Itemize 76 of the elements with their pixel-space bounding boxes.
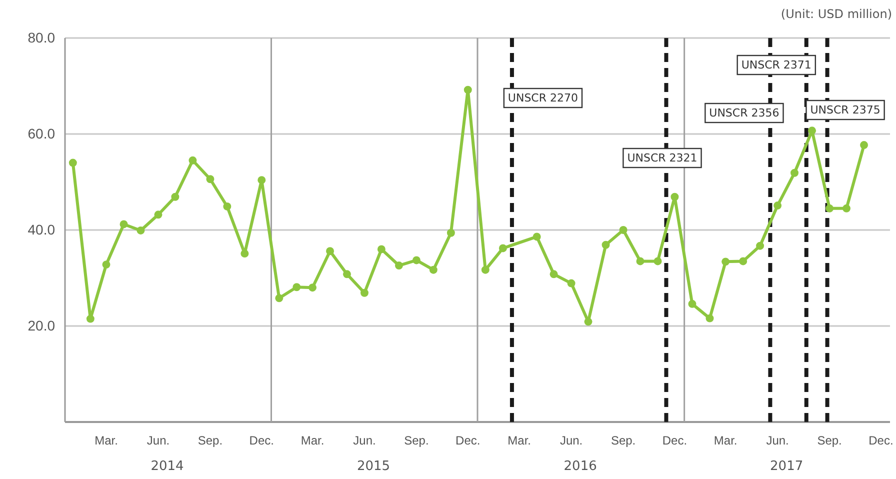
point — [240, 250, 249, 258]
point — [498, 244, 507, 252]
point — [619, 226, 628, 234]
point — [481, 266, 490, 274]
point — [706, 314, 714, 322]
point — [394, 262, 403, 270]
x-tick-label: Dec. — [662, 434, 688, 448]
point — [86, 314, 94, 323]
point — [446, 228, 455, 237]
point — [826, 204, 834, 212]
text: 2017 — [770, 459, 804, 474]
point — [171, 192, 180, 201]
y-tick-label: 20.0 — [28, 317, 56, 334]
x-tick-label: Dec. — [868, 434, 894, 448]
x-tick-label: Mar. — [508, 434, 531, 448]
point — [688, 300, 696, 308]
point — [774, 202, 782, 210]
point — [223, 202, 232, 210]
x-tick-label: Jun. — [353, 434, 376, 448]
y-tick-label: 80.0 — [28, 29, 56, 46]
point — [206, 175, 214, 184]
point — [739, 257, 748, 266]
point — [412, 256, 420, 264]
x-tick-label: Sep. — [610, 434, 636, 448]
point — [532, 232, 541, 241]
ref-line-label: UNSCR 2270 — [508, 92, 578, 104]
ref-line-label: UNSCR 2321 — [627, 152, 698, 164]
point — [550, 270, 558, 278]
x-tick-label: Jun. — [766, 434, 789, 448]
point — [377, 245, 386, 254]
point — [292, 283, 301, 292]
y-tick-label: 40.0 — [28, 221, 56, 238]
point — [756, 242, 764, 250]
ref-line-label: UNSCR 2371 — [741, 58, 812, 72]
point — [360, 288, 368, 297]
text: 2015 — [356, 459, 390, 474]
point — [342, 270, 351, 278]
x-tick-label: Mar. — [714, 434, 738, 448]
point — [68, 158, 77, 167]
text: 2016 — [564, 459, 597, 474]
point — [722, 258, 730, 266]
x-tick-label: Sep. — [817, 434, 842, 448]
x-tick-label: Mar. — [94, 434, 118, 448]
text: 2014 — [150, 459, 184, 474]
point — [136, 226, 145, 234]
point — [464, 86, 472, 94]
point — [120, 220, 128, 228]
x-tick-label: Jun. — [146, 434, 170, 448]
ref-line-label: UNSCR 2356 — [709, 106, 780, 120]
point — [636, 257, 644, 266]
point — [308, 284, 316, 292]
point — [567, 279, 576, 288]
x-tick-label: Sep. — [404, 434, 429, 448]
x-tick-label: Sep. — [198, 434, 223, 448]
point — [102, 260, 110, 269]
point — [790, 168, 798, 177]
point — [154, 210, 162, 219]
y-tick-label: 60.0 — [28, 125, 56, 142]
point — [275, 294, 284, 302]
point — [326, 247, 334, 256]
x-tick-label: Dec. — [249, 434, 274, 448]
point — [860, 141, 868, 150]
point — [429, 266, 438, 274]
point — [654, 257, 662, 266]
point — [842, 204, 850, 212]
point — [602, 240, 610, 249]
ref-line-label: UNSCR 2375 — [810, 104, 880, 116]
point — [258, 176, 266, 184]
point — [188, 156, 197, 164]
x-tick-label: Dec. — [456, 434, 480, 448]
text: (Unit: USD million) — [780, 7, 892, 21]
x-tick-label: Jun. — [560, 434, 583, 448]
point — [584, 318, 592, 326]
point — [670, 192, 679, 201]
x-tick-label: Mar. — [300, 434, 324, 448]
point — [808, 126, 816, 135]
